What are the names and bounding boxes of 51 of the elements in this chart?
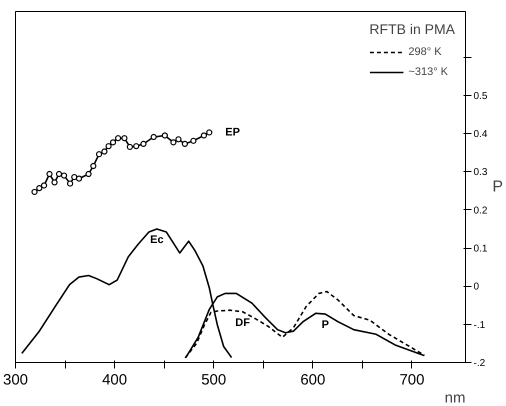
point bbox=[170, 139, 176, 146]
x-tick-label: 300 bbox=[2, 372, 28, 388]
point bbox=[200, 132, 208, 139]
y-tick-label: 0.1 bbox=[474, 244, 488, 255]
y-tick-label: 0.5 bbox=[474, 90, 488, 102]
point bbox=[182, 140, 188, 147]
point bbox=[133, 143, 140, 150]
legend-label: ~313° K bbox=[408, 66, 448, 78]
point bbox=[162, 132, 168, 139]
point bbox=[121, 135, 128, 142]
point bbox=[175, 136, 182, 142]
annotation: P bbox=[322, 319, 329, 332]
point bbox=[51, 179, 58, 186]
annotation: Ec bbox=[150, 234, 164, 246]
x-tick-label: 400 bbox=[102, 372, 128, 388]
point bbox=[60, 172, 68, 179]
point bbox=[36, 185, 42, 192]
point bbox=[56, 170, 62, 178]
y-tick-label: 0.3 bbox=[474, 167, 488, 178]
point bbox=[105, 143, 112, 150]
point bbox=[101, 148, 108, 155]
point bbox=[126, 144, 133, 150]
annotation: EP bbox=[225, 126, 240, 138]
y-tick-label: 0 bbox=[474, 282, 480, 293]
y-tick-label: -.2 bbox=[474, 358, 486, 369]
point bbox=[71, 174, 78, 180]
point bbox=[76, 176, 82, 182]
y-tick-label: -.1 bbox=[474, 320, 486, 331]
point bbox=[90, 162, 96, 170]
point bbox=[46, 170, 53, 178]
legend-label: 298° K bbox=[408, 46, 442, 58]
point bbox=[140, 140, 147, 147]
x-axis-title: nm bbox=[444, 390, 466, 406]
legend-title: RFTB in PMA bbox=[369, 21, 455, 37]
point bbox=[206, 129, 212, 136]
point bbox=[31, 188, 38, 196]
point bbox=[40, 182, 48, 189]
point bbox=[190, 138, 197, 144]
y-axis-title: P bbox=[492, 178, 504, 196]
point bbox=[150, 134, 157, 140]
point bbox=[85, 170, 92, 178]
point bbox=[110, 139, 116, 146]
point bbox=[96, 151, 102, 158]
x-tick-label: 500 bbox=[201, 372, 226, 388]
y-tick-label: 0.4 bbox=[474, 129, 488, 140]
x-tick-label: 700 bbox=[399, 372, 424, 388]
annotation: DF bbox=[235, 316, 250, 329]
point bbox=[67, 180, 74, 187]
point bbox=[114, 135, 122, 142]
x-tick-label: 600 bbox=[300, 372, 326, 388]
y-tick-label: 0.2 bbox=[474, 205, 488, 216]
